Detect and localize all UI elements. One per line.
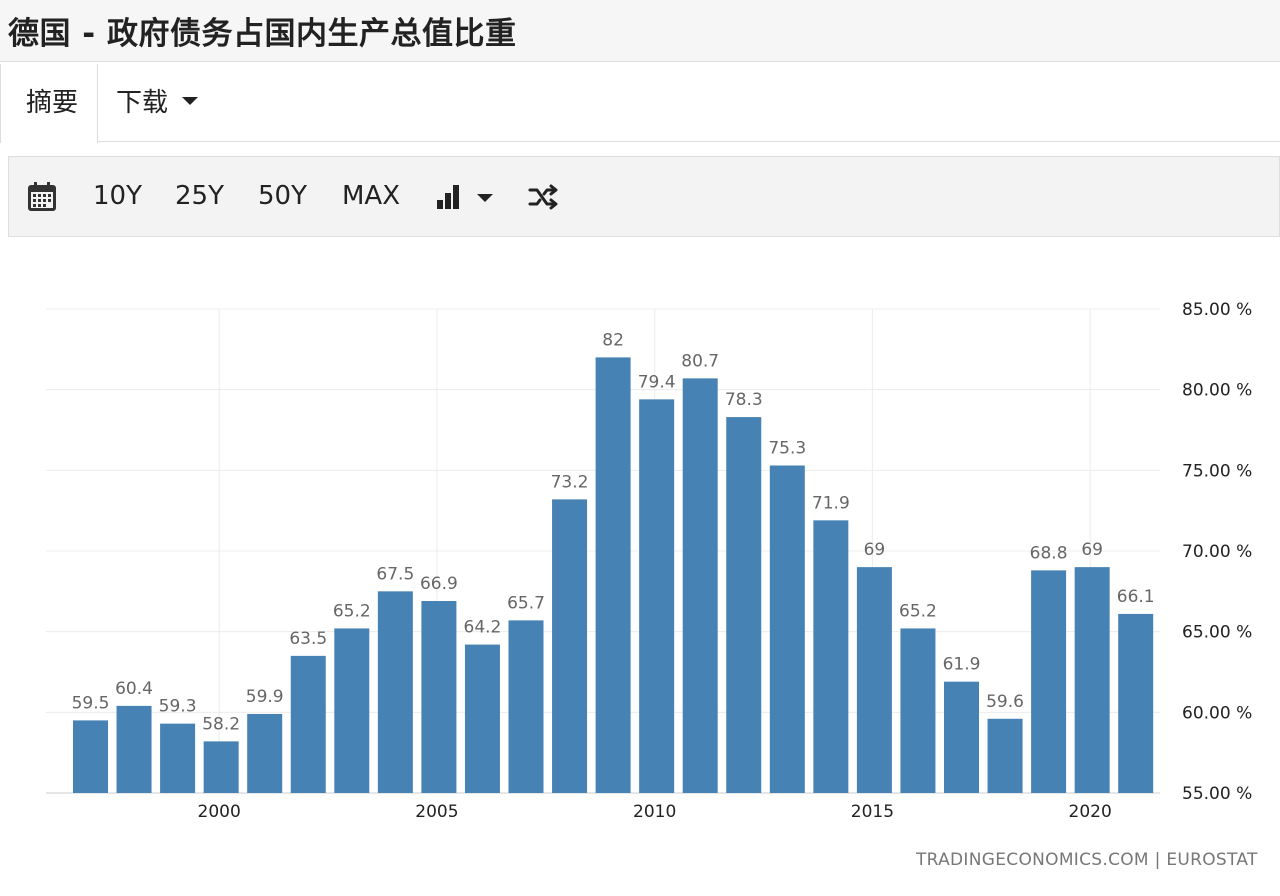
y-tick-label: 80.00 % (1182, 381, 1252, 401)
bar (334, 628, 370, 793)
bar-chart: 55.00 % 60.00 % 65.00 % 70.00 % 75.00 % 80.00… (46, 300, 1252, 822)
bar (116, 705, 152, 793)
y-tick-label: 85.00 % (1182, 300, 1252, 320)
tab-summary-label: 摘要 (26, 88, 79, 118)
shuffle-icon (528, 184, 558, 210)
y-tick-label: 65.00 % (1182, 623, 1252, 643)
bar (290, 655, 326, 793)
bar (900, 628, 936, 793)
bar (682, 378, 718, 793)
bar (247, 713, 283, 793)
data-label: 69 (1081, 540, 1103, 560)
bar (203, 741, 239, 793)
chart-toolbar: 10Y 25Y 50Y MAX (8, 156, 1280, 237)
data-label: 71.9 (812, 493, 850, 513)
y-tick-label: 70.00 % (1182, 542, 1252, 562)
x-tick-label: 2010 (633, 802, 676, 822)
range-max-button[interactable]: MAX (342, 181, 401, 211)
bar (464, 644, 500, 793)
bar (160, 723, 196, 793)
bar (1031, 570, 1067, 793)
tab-download[interactable]: 下载 (116, 64, 199, 142)
data-label: 59.5 (72, 693, 110, 713)
data-label: 66.9 (420, 574, 458, 594)
page-title: 德国 - 政府债务占国内生产总值比重 (8, 16, 517, 52)
y-tick-label: 75.00 % (1182, 461, 1252, 481)
bar (552, 499, 588, 793)
bar (856, 567, 892, 793)
bar (377, 591, 413, 793)
x-tick-label: 2015 (851, 802, 894, 822)
data-label: 65.2 (333, 601, 371, 621)
compare-button[interactable] (527, 181, 561, 213)
bar (421, 601, 457, 793)
bar (595, 357, 631, 793)
data-label: 65.2 (899, 601, 937, 621)
data-label: 69 (864, 540, 886, 560)
data-label: 67.5 (376, 564, 414, 584)
data-label: 75.3 (768, 438, 806, 458)
chart-type-button[interactable] (435, 181, 497, 213)
bar (508, 620, 544, 793)
calendar-button[interactable] (26, 181, 58, 213)
x-tick-label: 2005 (415, 802, 458, 822)
caret-down-icon (182, 96, 199, 105)
source-credit: TRADINGECONOMICS.COM | EUROSTAT (916, 850, 1258, 870)
data-label: 63.5 (289, 629, 327, 649)
x-tick-label: 2000 (198, 802, 241, 822)
range-10y-button[interactable]: 10Y (93, 181, 142, 211)
y-tick-label: 55.00 % (1182, 784, 1252, 804)
bar-chart-icon (437, 185, 493, 209)
tab-bar: 摘要 下载 (0, 64, 1280, 143)
data-label: 61.9 (943, 655, 981, 675)
chart-area: 55.00 % 60.00 % 65.00 % 70.00 % 75.00 % 80.00… (0, 240, 1280, 896)
tab-summary[interactable]: 摘要 (0, 64, 98, 143)
bar (987, 718, 1023, 793)
bar (726, 417, 762, 793)
data-label: 79.4 (638, 372, 676, 392)
data-label: 80.7 (681, 351, 719, 371)
bar (639, 399, 675, 793)
y-tick-label: 60.00 % (1182, 703, 1252, 723)
data-label: 64.2 (464, 618, 502, 638)
range-25y-button[interactable]: 25Y (175, 181, 224, 211)
data-label: 58.2 (202, 714, 240, 734)
data-label: 59.6 (986, 692, 1024, 712)
data-label: 73.2 (551, 472, 589, 492)
bar (73, 720, 108, 793)
bar (1074, 567, 1110, 793)
x-tick-label: 2020 (1069, 802, 1112, 822)
calendar-icon (28, 182, 56, 211)
data-label: 59.3 (159, 697, 197, 717)
bar (813, 520, 849, 793)
data-label: 78.3 (725, 390, 763, 410)
data-label: 82 (602, 330, 624, 350)
range-50y-button[interactable]: 50Y (258, 181, 307, 211)
data-label: 66.1 (1117, 587, 1155, 607)
bar (944, 681, 979, 793)
data-label: 59.9 (246, 687, 284, 707)
data-label: 65.7 (507, 593, 545, 613)
bar (1118, 613, 1154, 793)
data-label: 68.8 (1030, 543, 1068, 563)
bar (769, 465, 805, 793)
tab-download-label: 下载 (116, 88, 169, 118)
data-label: 60.4 (115, 679, 153, 699)
title-bar: 德国 - 政府债务占国内生产总值比重 (0, 0, 1280, 62)
